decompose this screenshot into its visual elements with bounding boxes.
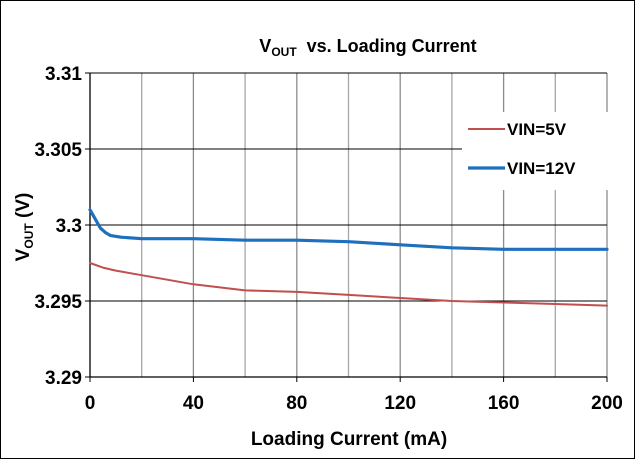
x-tick-label: 40 <box>183 393 204 414</box>
series-line-vin-12v <box>88 208 609 251</box>
y-tick-label: 3.29 <box>45 368 82 389</box>
x-tick-label: 120 <box>384 393 416 414</box>
y-tick-label: 3.295 <box>34 292 82 313</box>
chart-title-rest: vs. Loading Current <box>297 36 477 56</box>
chart-title-subscript: OUT <box>271 45 297 59</box>
y-tick-label: 3.305 <box>34 140 82 161</box>
x-tick-label: 80 <box>286 393 307 414</box>
x-tick-label: 0 <box>85 393 96 414</box>
y-axis-title: VOUT (V) <box>13 193 36 262</box>
chart-title: VOUT vs. Loading Current <box>259 36 476 59</box>
y-tick-labels: 3.29 3.295 3.3 3.305 3.31 <box>34 64 82 389</box>
y-tick-label: 3.31 <box>45 64 82 85</box>
y-axis-title-main: V <box>13 248 34 261</box>
legend-background <box>462 112 610 190</box>
y-tick-label: 3.3 <box>56 216 82 237</box>
x-tick-label: 200 <box>591 393 623 414</box>
series-line-vin-5v <box>89 262 608 307</box>
legend-label: VIN=12V <box>507 159 576 178</box>
x-tick-label: 160 <box>488 393 520 414</box>
legend-label: VIN=5V <box>507 120 567 139</box>
legend: VIN=5V VIN=12V <box>462 112 610 190</box>
y-axis-title-subscript: OUT <box>22 223 36 249</box>
axes <box>85 72 608 382</box>
y-axis-title-rest: (V) <box>13 193 34 224</box>
series-layer <box>88 208 609 307</box>
chart-title-main: V <box>259 36 271 56</box>
x-axis-title: Loading Current (mA) <box>251 429 447 450</box>
x-tick-labels: 0 40 80 120 160 200 <box>85 393 623 414</box>
